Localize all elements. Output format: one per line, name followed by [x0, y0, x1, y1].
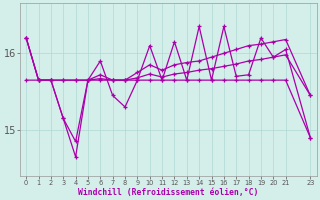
X-axis label: Windchill (Refroidissement éolien,°C): Windchill (Refroidissement éolien,°C) — [78, 188, 259, 197]
